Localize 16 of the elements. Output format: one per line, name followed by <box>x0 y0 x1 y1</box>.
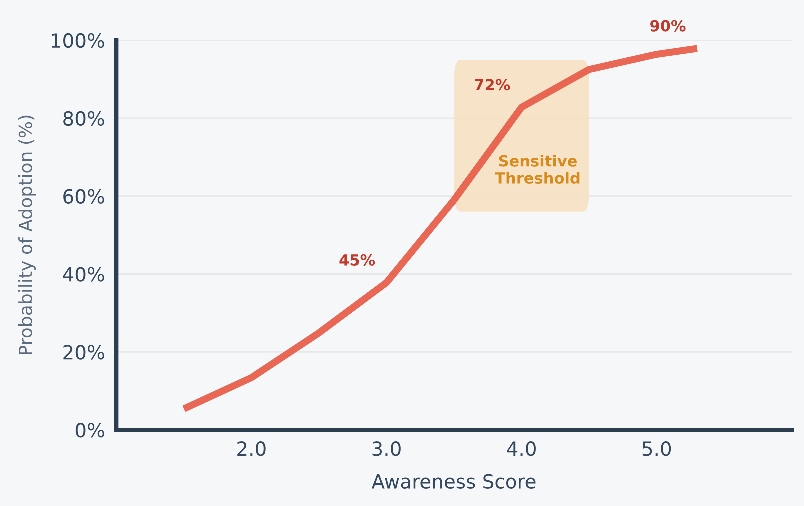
y-tick-label: 80% <box>64 111 104 126</box>
x-axis-title: Awareness Score <box>372 474 536 489</box>
x-tick-label: 4.0 <box>507 442 536 456</box>
annotation: 90% <box>650 20 686 32</box>
y-tick-label: 0% <box>76 423 104 438</box>
y-tick-label: 20% <box>64 345 104 360</box>
y-axis-title: Probability of Adoption (%) <box>18 116 36 354</box>
y-tick-label: 100% <box>52 33 104 48</box>
x-tick-label: 3.0 <box>372 442 401 456</box>
band-label: Sensitive Threshold <box>495 155 580 184</box>
y-tick-label: 40% <box>63 267 104 282</box>
annotation: 72% <box>475 79 510 91</box>
x-tick-label: 2.0 <box>238 442 266 456</box>
y-tick-label: 60% <box>64 189 104 204</box>
annotation: 45% <box>340 254 376 266</box>
x-tick-label: 5.0 <box>642 442 672 456</box>
